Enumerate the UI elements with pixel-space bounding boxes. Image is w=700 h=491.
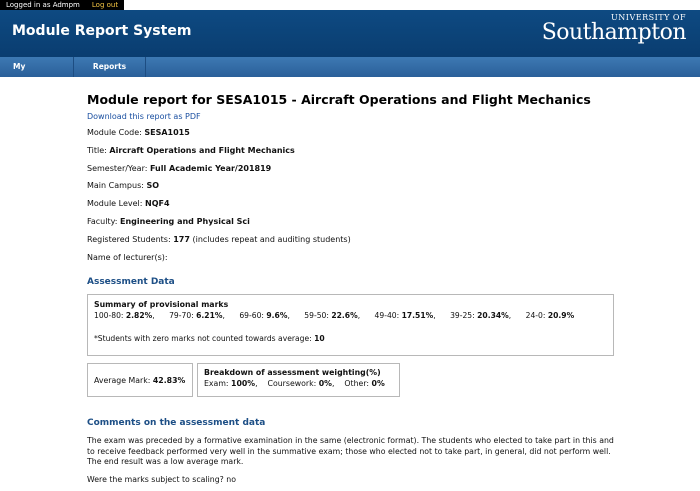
marks-bands: 100-80: 2.82%, 79-70: 6.21%, 69-60: 9.6%… — [94, 311, 607, 320]
field-campus: Main Campus: SO — [87, 181, 160, 191]
page-title: Module report for SESA1015 - Aircraft Op… — [87, 92, 591, 107]
average-mark-value: 42.83% — [152, 376, 186, 385]
site-header: Module Report System UNIVERSITY OF South… — [0, 10, 700, 57]
band-item: 69-60: 9.6%, — [239, 311, 290, 320]
band-item: 39-25: 20.34%, — [450, 311, 512, 320]
band-item: 49-40: 17.51%, — [374, 311, 436, 320]
logo-small-text: UNIVERSITY OF — [611, 13, 686, 22]
field-level: Module Level: NQF4 — [87, 199, 170, 209]
field-semester: Semester/Year: Full Academic Year/201819 — [87, 163, 272, 173]
average-mark-box: Average Mark: 42.83% — [87, 363, 193, 397]
assessment-heading: Assessment Data — [87, 277, 175, 287]
nav-reports[interactable]: Reports — [74, 57, 146, 77]
weighting-box: Breakdown of assessment weighting(%) Exa… — [197, 363, 400, 397]
comments-text: The exam was preceded by a formative exa… — [87, 436, 614, 466]
report-content: Module report for SESA1015 - Aircraft Op… — [87, 92, 617, 484]
band-item: 59-50: 22.6%, — [304, 311, 361, 320]
top-bar: Logged in as Admpm Log out — [0, 0, 700, 10]
logo-large-text: Southampton — [541, 20, 687, 45]
field-registered-students: Registered Students: 177 (includes repea… — [87, 234, 351, 244]
band-item: 100-80: 2.82%, — [94, 311, 155, 320]
field-lecturers: Name of lecturer(s): — [87, 252, 168, 262]
main-nav: My Modules Reports — [0, 57, 700, 91]
zero-marks-note: *Students with zero marks not counted to… — [94, 334, 325, 343]
logged-in-label: Logged in as Admpm — [6, 1, 80, 9]
summary-heading: Summary of provisional marks — [94, 300, 229, 309]
app-title: Module Report System — [12, 23, 192, 39]
weighting-heading: Breakdown of assessment weighting(%) — [204, 368, 381, 377]
field-faculty: Faculty: Engineering and Physical Sci — [87, 216, 250, 226]
summary-box: Summary of provisional marks 100-80: 2.8… — [87, 294, 614, 356]
band-item: 24-0: 20.9% — [525, 311, 575, 320]
scaling-line: Were the marks subject to scaling? no — [87, 475, 237, 484]
comments-heading: Comments on the assessment data — [87, 418, 266, 428]
weighting-values: Exam: 100%, Coursework: 0%, Other: 0% — [204, 379, 385, 388]
download-pdf-link[interactable]: Download this report as PDF — [87, 112, 201, 121]
field-title: Title: Aircraft Operations and Flight Me… — [87, 145, 295, 155]
nav-my-modules[interactable]: My Modules — [0, 57, 74, 91]
login-strip: Logged in as Admpm Log out — [0, 0, 125, 10]
band-item: 79-70: 6.21%, — [169, 311, 225, 320]
field-module-code: Module Code: SESA1015 — [87, 128, 190, 137]
university-logo: UNIVERSITY OF Southampton — [541, 13, 687, 45]
logout-link[interactable]: Log out — [91, 1, 119, 9]
